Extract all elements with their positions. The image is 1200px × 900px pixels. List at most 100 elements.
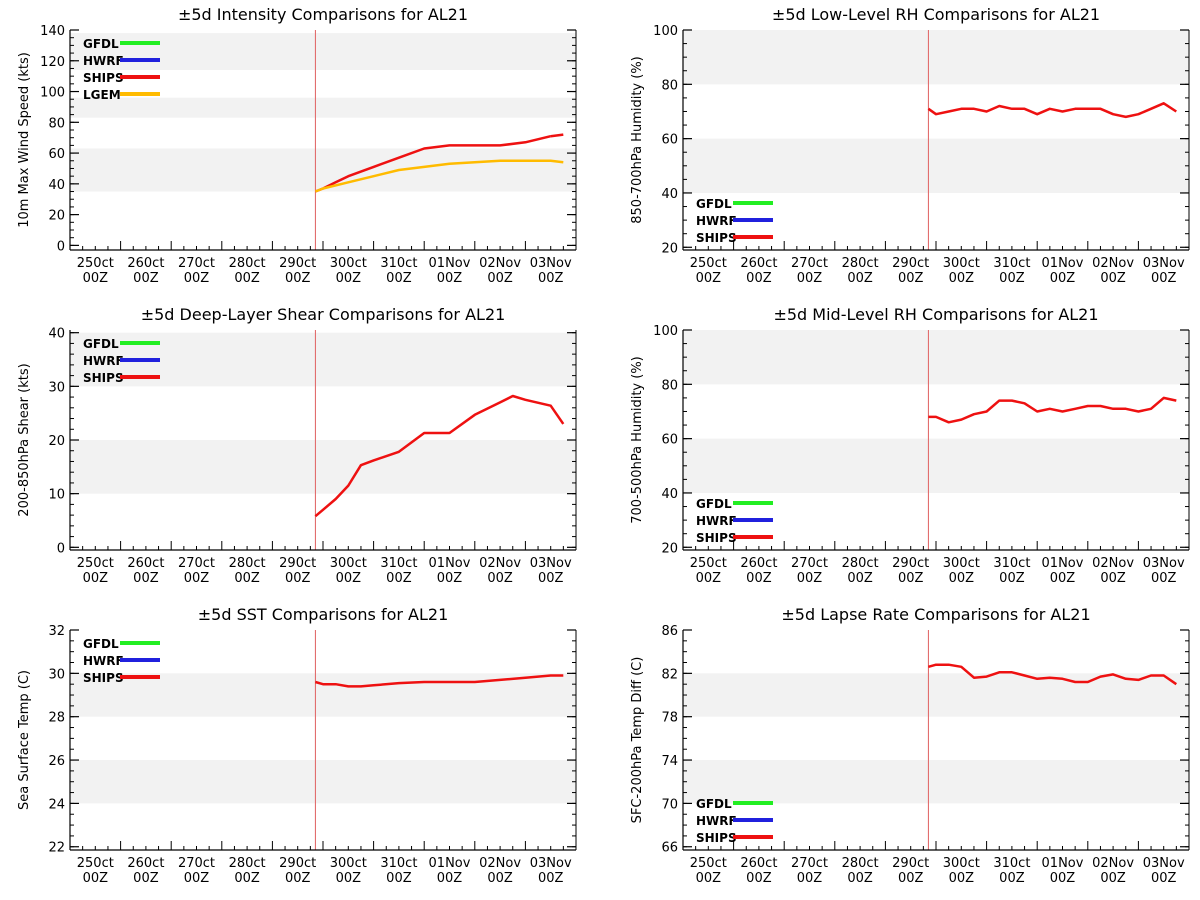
x-tick-label: 00Z [1100, 871, 1126, 886]
x-tick-label: 260ct [127, 556, 164, 571]
x-tick-label: 03Nov [1143, 856, 1185, 871]
x-tick-label: 00Z [83, 871, 109, 886]
x-tick-label: 270ct [791, 256, 828, 271]
y-tick-label: 100 [40, 86, 65, 101]
y-tick-label: 80 [48, 116, 65, 131]
x-tick-label: 310ct [993, 856, 1030, 871]
x-tick-label: 250ct [77, 856, 114, 871]
x-tick-label: 00Z [234, 271, 260, 286]
legend-label-ships: SHIPS [83, 671, 124, 685]
x-tick-label: 270ct [178, 556, 215, 571]
x-tick-label: 280ct [842, 856, 879, 871]
x-tick-label: 00Z [83, 271, 109, 286]
legend-label-ships: SHIPS [83, 71, 124, 85]
x-tick-label: 280ct [842, 256, 879, 271]
chart-shear: 010203040250ct00Z260ct00Z270ct00Z280ct00… [17, 305, 577, 586]
x-tick-label: 03Nov [530, 556, 572, 571]
y-tick-label: 40 [661, 487, 678, 502]
x-tick-label: 01Nov [1042, 856, 1084, 871]
y-axis-label: Sea Surface Temp (C) [17, 670, 32, 810]
x-tick-label: 00Z [184, 871, 210, 886]
y-tick-label: 32 [48, 624, 65, 639]
legend-label-lgem: LGEM [83, 88, 121, 102]
legend-label-gfdl: GFDL [696, 797, 732, 811]
y-tick-label: 0 [57, 541, 65, 556]
legend-label-gfdl: GFDL [696, 497, 732, 511]
x-tick-label: 02Nov [1092, 556, 1134, 571]
x-tick-label: 00Z [1100, 571, 1126, 586]
y-tick-label: 120 [40, 55, 65, 70]
y-axis-label: 850-700hPa Humidity (%) [630, 56, 645, 223]
band-0 [683, 138, 1189, 193]
x-tick-label: 00Z [746, 571, 772, 586]
x-tick-label: 290ct [892, 256, 929, 271]
band-1 [683, 673, 1189, 717]
chart-low_rh: 20406080100250ct00Z260ct00Z270ct00Z280ct… [630, 5, 1190, 286]
x-tick-label: 300ct [943, 856, 980, 871]
legend-label-ships: SHIPS [696, 531, 737, 545]
x-tick-label: 00Z [797, 871, 823, 886]
x-tick-label: 310ct [993, 556, 1030, 571]
chart-title: ±5d Low-Level RH Comparisons for AL21 [772, 5, 1100, 24]
x-tick-label: 00Z [234, 571, 260, 586]
legend-label-gfdl: GFDL [696, 197, 732, 211]
y-tick-label: 100 [653, 24, 678, 39]
series-ships-line [314, 134, 551, 193]
series-ships-line [927, 102, 1177, 119]
x-tick-label: 280ct [842, 556, 879, 571]
x-tick-label: 03Nov [530, 256, 572, 271]
x-tick-label: 00Z [487, 871, 513, 886]
y-tick-label: 30 [48, 667, 65, 682]
band-0 [683, 760, 1189, 804]
chart-mid_rh: 20406080100250ct00Z260ct00Z270ct00Z280ct… [630, 305, 1190, 586]
x-tick-label: 300ct [330, 556, 367, 571]
y-tick-label: 70 [661, 797, 678, 812]
x-tick-label: 270ct [791, 856, 828, 871]
x-tick-label: 00Z [847, 271, 873, 286]
legend-label-hwrf: HWRF [696, 214, 737, 228]
x-tick-label: 310ct [993, 256, 1030, 271]
x-tick-label: 00Z [538, 571, 564, 586]
x-tick-label: 250ct [690, 556, 727, 571]
x-tick-label: 00Z [133, 571, 159, 586]
y-tick-label: 40 [661, 187, 678, 202]
x-tick-label: 00Z [949, 271, 975, 286]
x-tick-label: 290ct [892, 556, 929, 571]
series-ships-line [315, 674, 564, 688]
x-tick-label: 270ct [178, 856, 215, 871]
chart-title: ±5d Lapse Rate Comparisons for AL21 [781, 605, 1090, 624]
series-ships-line [550, 133, 564, 138]
chart-lapse: 667074788286250ct00Z260ct00Z270ct00Z280c… [630, 605, 1190, 886]
x-tick-label: 00Z [999, 271, 1025, 286]
x-tick-label: 00Z [898, 271, 924, 286]
y-axis-label: SFC-200hPa Temp Diff (C) [630, 657, 645, 824]
chart-intensity: 020406080100120140250ct00Z260ct00Z270ct0… [17, 5, 577, 286]
x-tick-label: 02Nov [1092, 856, 1134, 871]
y-tick-label: 86 [661, 624, 678, 639]
x-tick-label: 00Z [949, 571, 975, 586]
y-tick-label: 22 [48, 841, 65, 856]
band-0 [70, 760, 576, 804]
x-tick-label: 00Z [336, 271, 362, 286]
x-tick-label: 00Z [538, 271, 564, 286]
x-tick-label: 00Z [898, 871, 924, 886]
y-tick-label: 66 [661, 841, 678, 856]
x-tick-label: 00Z [487, 571, 513, 586]
x-tick-label: 290ct [279, 856, 316, 871]
x-tick-label: 290ct [279, 556, 316, 571]
x-tick-label: 00Z [437, 571, 463, 586]
x-tick-label: 250ct [690, 856, 727, 871]
legend-label-hwrf: HWRF [83, 54, 124, 68]
legend-label-hwrf: HWRF [696, 514, 737, 528]
x-tick-label: 03Nov [530, 856, 572, 871]
legend-label-ships: SHIPS [83, 371, 124, 385]
x-tick-label: 00Z [234, 871, 260, 886]
legend-label-gfdl: GFDL [83, 337, 119, 351]
chart-sst: 222426283032250ct00Z260ct00Z270ct00Z280c… [17, 605, 577, 886]
band-0 [70, 440, 576, 494]
x-tick-label: 260ct [740, 856, 777, 871]
x-tick-label: 00Z [184, 271, 210, 286]
band-1 [683, 330, 1189, 385]
x-tick-label: 00Z [696, 871, 722, 886]
chart-title: ±5d Deep-Layer Shear Comparisons for AL2… [141, 305, 506, 324]
